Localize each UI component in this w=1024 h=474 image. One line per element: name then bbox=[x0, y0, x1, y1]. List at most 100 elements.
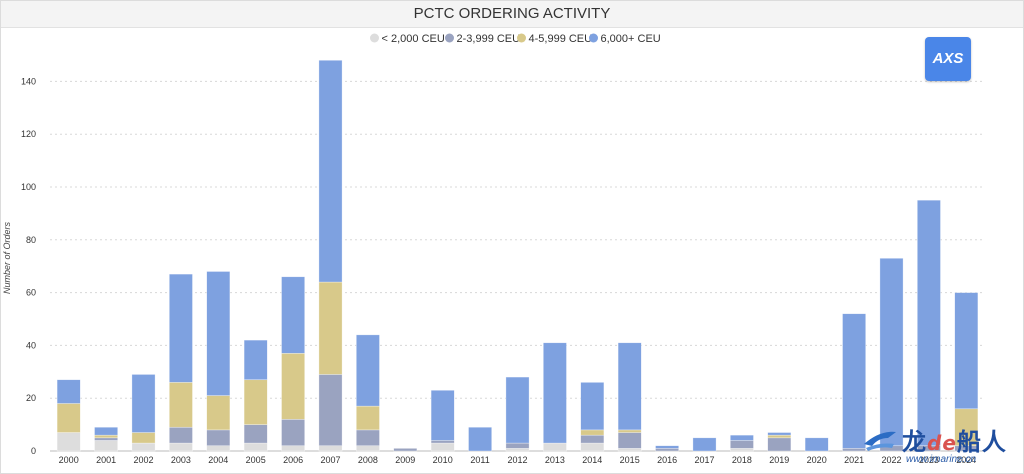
ship-logo-icon bbox=[864, 431, 896, 451]
bar-segment bbox=[730, 440, 754, 449]
bar-segment bbox=[879, 257, 904, 447]
bar-segment bbox=[580, 429, 605, 436]
bar-segment bbox=[356, 445, 380, 452]
legend-item[interactable]: 2-3,999 CEU bbox=[445, 33, 520, 45]
y-tick-label: 100 bbox=[21, 182, 36, 192]
bar-segment bbox=[617, 342, 642, 431]
bar-segment bbox=[393, 448, 418, 452]
bar-segment bbox=[56, 432, 81, 452]
x-tick-label: 2012 bbox=[507, 455, 527, 465]
watermark-brand: 龙de船人 bbox=[902, 428, 1007, 456]
x-tick-label: 2015 bbox=[620, 455, 640, 465]
bar-stack bbox=[543, 342, 567, 452]
bar-stack bbox=[56, 379, 81, 452]
y-tick-label: 60 bbox=[26, 288, 36, 298]
bar-segment bbox=[56, 403, 81, 433]
legend-item[interactable]: 6,000+ CEU bbox=[589, 33, 661, 45]
x-tick-label: 2004 bbox=[208, 455, 228, 465]
legend-item[interactable]: < 2,000 CEU bbox=[370, 33, 445, 45]
bar-stack bbox=[954, 292, 979, 452]
bar-segment bbox=[917, 199, 941, 447]
axs-logo: AXS bbox=[925, 37, 971, 81]
bar-stack bbox=[767, 432, 792, 452]
bar-segment bbox=[543, 342, 567, 444]
bar-segment bbox=[505, 442, 530, 449]
x-tick-label: 2020 bbox=[807, 455, 827, 465]
legend[interactable]: < 2,000 CEU 2-3,999 CEU 4-5,999 CEU 6,000+ … bbox=[370, 33, 661, 45]
bar-stack bbox=[94, 426, 118, 452]
bar-segment bbox=[468, 426, 492, 452]
bar-stack bbox=[206, 271, 231, 452]
bar-stack bbox=[281, 276, 305, 452]
bar-segment bbox=[804, 437, 829, 452]
legend-label: < 2,000 CEU bbox=[382, 33, 445, 45]
x-tick-label: 2010 bbox=[433, 455, 453, 465]
bar-segment bbox=[206, 395, 231, 431]
bar-segment bbox=[169, 273, 193, 383]
x-tick-label: 2024 bbox=[956, 455, 976, 465]
bar-segment bbox=[206, 445, 231, 452]
bar-segment bbox=[842, 313, 866, 449]
bar-segment bbox=[169, 426, 193, 444]
bar-segment bbox=[281, 276, 305, 354]
bar-segment bbox=[131, 374, 156, 433]
y-tick-label: 20 bbox=[26, 393, 36, 403]
x-tick-label: 2006 bbox=[283, 455, 303, 465]
legend-label: 2-3,999 CEU bbox=[457, 33, 521, 45]
bar-segment bbox=[617, 429, 642, 433]
bar-segment bbox=[281, 353, 305, 420]
y-tick-label: 0 bbox=[31, 446, 36, 456]
bar-stack bbox=[131, 374, 156, 452]
x-tick-label: 2003 bbox=[171, 455, 191, 465]
bars bbox=[56, 59, 979, 452]
bar-stack bbox=[505, 376, 530, 452]
legend-swatch bbox=[445, 33, 454, 43]
bar-segment bbox=[131, 432, 156, 444]
bar-stack bbox=[430, 389, 455, 452]
bar-segment bbox=[94, 437, 118, 441]
bar-stack bbox=[393, 448, 418, 452]
y-tick-label: 40 bbox=[26, 340, 36, 350]
x-tick-label: 2007 bbox=[320, 455, 340, 465]
bar-segment bbox=[243, 339, 268, 381]
bar-segment bbox=[94, 440, 118, 452]
bar-segment bbox=[318, 59, 343, 283]
bar-segment bbox=[580, 442, 605, 452]
bar-segment bbox=[318, 281, 343, 375]
bar-stack bbox=[356, 334, 380, 452]
legend-swatch bbox=[370, 33, 379, 43]
bar-segment bbox=[655, 448, 679, 452]
bar-segment bbox=[430, 440, 455, 444]
bar-segment bbox=[131, 442, 156, 452]
bar-segment bbox=[730, 448, 754, 452]
y-tick-label: 80 bbox=[26, 235, 36, 245]
x-tick-label: 2017 bbox=[694, 455, 714, 465]
y-tick-label: 140 bbox=[21, 76, 36, 86]
bar-segment bbox=[243, 379, 268, 425]
x-axis: 2000 2001 2002 2003 2004 2005 2006 2007 2008 2009… bbox=[59, 455, 977, 465]
bar-segment bbox=[243, 424, 268, 444]
x-tick-label: 2001 bbox=[96, 455, 116, 465]
bar-segment bbox=[767, 432, 792, 436]
x-tick-label: 2023 bbox=[919, 455, 939, 465]
x-tick-label: 2013 bbox=[545, 455, 565, 465]
legend-swatch bbox=[589, 33, 598, 43]
x-tick-label: 2016 bbox=[657, 455, 677, 465]
bar-segment bbox=[430, 442, 455, 452]
bar-segment bbox=[580, 382, 605, 431]
bar-segment bbox=[206, 429, 231, 447]
bar-segment bbox=[94, 434, 118, 439]
bar-segment bbox=[505, 376, 530, 444]
bar-stack bbox=[917, 199, 941, 452]
bar-stack bbox=[580, 382, 605, 452]
legend-item[interactable]: 4-5,999 CEU bbox=[517, 33, 592, 45]
bar-segment bbox=[543, 442, 567, 452]
bar-segment bbox=[356, 429, 380, 447]
watermark-url: www.imarine.cn bbox=[906, 454, 977, 465]
bar-segment bbox=[954, 292, 979, 410]
bar-segment bbox=[617, 448, 642, 452]
bar-segment bbox=[318, 374, 343, 447]
bar-segment bbox=[730, 434, 754, 441]
bar-segment bbox=[169, 442, 193, 452]
bar-stack bbox=[692, 437, 717, 452]
